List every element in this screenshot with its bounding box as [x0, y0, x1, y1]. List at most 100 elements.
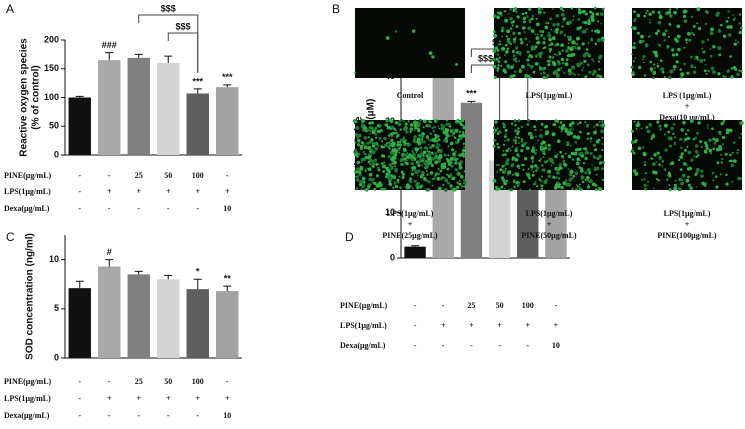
row-cell: - [414, 341, 417, 350]
cell-dot [459, 137, 463, 140]
cell-dot [411, 158, 415, 162]
cell-dot [670, 126, 674, 130]
cell-dot [588, 17, 591, 19]
cell-dot [642, 55, 646, 59]
cell-dot [411, 29, 416, 33]
cell-dot [504, 153, 507, 156]
cell-dot [632, 26, 637, 31]
cell-dot [653, 63, 656, 66]
y-tick-label: 0 [54, 149, 59, 159]
cell-dot [402, 137, 406, 141]
cell-dot [693, 155, 695, 158]
y-tick-label: 10 [49, 254, 59, 264]
cell-dot [543, 46, 547, 49]
cell-dot [534, 45, 538, 48]
cell-dot [532, 70, 536, 74]
cell-dot [576, 148, 579, 151]
cell-dot [394, 165, 396, 168]
cell-dot [559, 30, 563, 34]
cell-dot [694, 66, 697, 69]
cell-dot [668, 8, 672, 11]
error-bar [411, 245, 420, 247]
cell-dot [583, 59, 587, 64]
cell-dot [679, 68, 682, 71]
cell-dot [575, 188, 578, 191]
cell-dot [733, 42, 737, 46]
cell-dot [514, 36, 517, 39]
cell-dot [541, 140, 546, 145]
cell-dot [424, 164, 429, 169]
cell-dot [437, 186, 442, 191]
cell-dot [496, 49, 500, 52]
cell-dot [454, 128, 459, 133]
cell-dot [563, 72, 566, 74]
cell-dot [530, 17, 534, 21]
micrograph [492, 118, 606, 192]
cell-dot [394, 177, 396, 180]
cell-dot [552, 161, 555, 165]
cell-dot [685, 178, 690, 183]
cell-dot [545, 21, 549, 25]
cell-dot [504, 187, 506, 190]
cell-dot [676, 24, 681, 29]
row-cell: + [225, 394, 230, 403]
cell-dot [358, 173, 362, 177]
cell-dot [360, 161, 363, 163]
cell-dot [526, 63, 530, 67]
panel-letter: A [6, 2, 14, 16]
cell-dot [661, 70, 665, 74]
cell-dot [683, 162, 687, 166]
cell-dot [536, 33, 539, 36]
y-axis-label: (% of control) [31, 65, 42, 129]
cell-dot [401, 152, 405, 156]
cell-dot [395, 136, 398, 139]
cell-dot [429, 132, 433, 135]
panel-letter: C [6, 230, 15, 244]
cell-dot [548, 31, 550, 34]
cell-dot [593, 125, 596, 128]
bar [98, 60, 121, 155]
cell-dot [460, 185, 464, 188]
cell-dot [527, 174, 531, 178]
cell-dot [507, 65, 512, 70]
cell-dot [458, 182, 462, 186]
cell-dot [423, 177, 427, 181]
cell-dot [517, 136, 520, 139]
cell-dot [702, 50, 706, 54]
cell-dot [556, 22, 560, 27]
cell-dot [582, 66, 585, 69]
cell-dot [388, 170, 391, 174]
cell-dot [725, 131, 730, 135]
cell-dot [505, 179, 509, 183]
cell-dot [407, 183, 410, 187]
row-cell: - [526, 341, 529, 350]
cell-dot [493, 34, 496, 37]
cell-dot [649, 67, 654, 71]
cell-dot [504, 167, 507, 170]
cell-dot [664, 29, 668, 33]
cell-dot [354, 170, 357, 174]
cell-dot [725, 76, 727, 78]
cell-dot [581, 155, 584, 158]
bar [98, 266, 121, 358]
cell-dot [658, 124, 662, 128]
cell-dot [396, 178, 400, 182]
cell-dot [553, 30, 556, 33]
cell-dot [403, 120, 406, 123]
y-tick-label: 200 [44, 34, 59, 44]
cell-dot [442, 183, 445, 186]
cell-dot [360, 145, 363, 148]
cell-dot [417, 169, 421, 173]
image-caption: + [685, 220, 690, 229]
cell-dot [492, 30, 496, 34]
cell-dot [417, 164, 421, 167]
cell-dot [400, 163, 403, 166]
cell-dot [422, 154, 425, 157]
cell-dot [412, 139, 416, 143]
cell-dot [409, 130, 412, 133]
row-cell: - [226, 171, 229, 180]
cell-dot [393, 174, 396, 177]
cell-dot [638, 40, 643, 44]
cell-dot [449, 184, 453, 188]
